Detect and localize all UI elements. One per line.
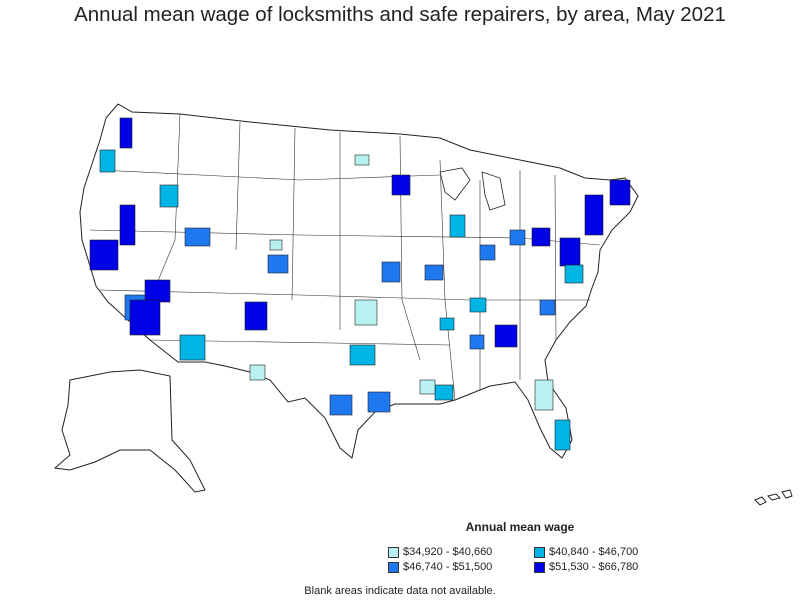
- area-minneapolis: [391, 174, 411, 196]
- area-nashville: [469, 297, 487, 313]
- footnote: Blank areas indicate data not available.: [304, 585, 496, 597]
- alaska-outline: [53, 369, 206, 493]
- area-virginia: [564, 264, 584, 284]
- area-houston: [367, 391, 391, 413]
- legend-item-1: $34,920 - $40,660: [388, 546, 492, 558]
- legend-item-3: $46,740 - $51,500: [388, 561, 492, 573]
- area-portland: [99, 149, 116, 173]
- legend-label-3: $46,740 - $51,500: [403, 561, 493, 573]
- area-pittsburgh: [531, 227, 551, 247]
- metro-areas: [89, 117, 631, 451]
- legend-title: Annual mean wage: [465, 520, 575, 534]
- area-salt-lake: [184, 227, 211, 247]
- area-indianapolis: [479, 244, 496, 261]
- area-colorado-springs: [269, 239, 283, 251]
- legend-item-4: $51,530 - $66,780: [534, 561, 638, 573]
- area-oklahoma: [354, 299, 378, 326]
- area-jacksonville: [534, 379, 554, 411]
- area-albuquerque: [244, 301, 268, 331]
- area-las-vegas: [144, 279, 171, 303]
- legend-label-1: $34,920 - $40,660: [403, 546, 493, 558]
- legend-label-2: $40,840 - $46,700: [549, 546, 639, 558]
- area-new-orleans: [434, 384, 454, 401]
- map-title: Annual mean wage of locksmiths and safe …: [74, 3, 726, 26]
- great-lakes: [439, 167, 506, 211]
- area-chicago: [449, 214, 466, 238]
- area-texas-west: [249, 364, 266, 381]
- area-raleigh: [539, 299, 556, 316]
- area-boise: [159, 184, 179, 208]
- area-atlanta: [494, 324, 518, 348]
- area-seattle: [119, 117, 133, 149]
- area-louisiana: [419, 379, 436, 395]
- area-columbus: [509, 229, 526, 246]
- area-florida-east: [554, 419, 571, 451]
- area-phoenix: [129, 299, 161, 336]
- area-dallas: [349, 344, 376, 366]
- area-san-antonio: [329, 394, 353, 416]
- area-sacramento: [119, 204, 136, 246]
- hawaii-islands: [754, 489, 793, 506]
- area-denver: [267, 254, 289, 274]
- area-tucson: [179, 334, 206, 361]
- area-memphis: [439, 317, 455, 331]
- area-sf-bay: [89, 239, 119, 271]
- legend-swatch-4: [534, 561, 545, 573]
- area-wisconsin: [354, 154, 370, 166]
- area-new-york: [584, 194, 604, 236]
- legend-item-2: $40,840 - $46,700: [534, 546, 638, 558]
- legend-swatch-3: [388, 561, 399, 573]
- area-baltimore-dc: [559, 237, 581, 267]
- legend-label-4: $51,530 - $66,780: [549, 561, 639, 573]
- area-boston: [609, 179, 631, 206]
- legend-swatch-2: [534, 546, 545, 558]
- area-st-louis: [424, 264, 444, 281]
- area-birmingham: [469, 334, 485, 350]
- area-kansas-city: [381, 261, 401, 283]
- legend-swatch-1: [388, 546, 399, 558]
